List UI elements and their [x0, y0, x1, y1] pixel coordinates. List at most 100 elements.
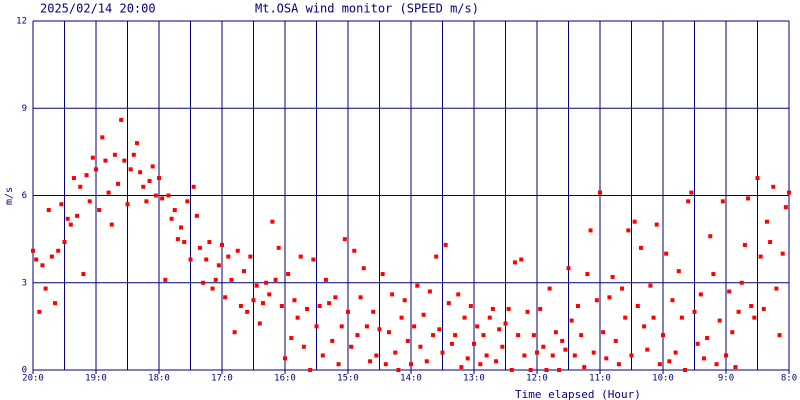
data-point — [739, 280, 744, 285]
data-point — [787, 190, 791, 195]
data-point — [607, 295, 612, 300]
data-point — [629, 353, 634, 358]
data-point — [220, 242, 224, 247]
data-point — [204, 257, 209, 262]
data-point — [667, 359, 672, 364]
chart-title: Mt.OSA wind monitor (SPEED m/s) — [255, 2, 479, 16]
data-point — [500, 344, 505, 349]
data-point — [226, 254, 231, 259]
data-point — [84, 173, 89, 178]
data-point — [62, 240, 67, 245]
x-axis-label: Time elapsed (Hour) — [515, 388, 641, 400]
data-point — [440, 350, 445, 355]
data-point — [638, 245, 643, 250]
data-point — [56, 248, 61, 253]
data-point — [87, 199, 92, 204]
data-point — [758, 254, 763, 259]
data-point — [229, 277, 234, 282]
data-point — [736, 309, 741, 314]
data-point — [563, 347, 568, 352]
data-point — [260, 301, 265, 306]
data-point — [661, 333, 665, 338]
data-point — [651, 315, 656, 320]
y-axis-label: m/s — [4, 187, 15, 205]
data-point — [579, 333, 584, 338]
data-point — [689, 190, 694, 195]
data-point — [172, 208, 177, 213]
data-point — [342, 237, 347, 242]
data-point — [235, 248, 240, 253]
data-point — [412, 324, 417, 329]
data-point — [377, 327, 382, 332]
data-point — [632, 219, 637, 224]
x-tick-label: 17:0 — [211, 374, 233, 384]
x-tick-label: 11:0 — [589, 374, 611, 384]
data-point — [594, 298, 599, 303]
data-point — [761, 306, 766, 311]
data-point — [642, 324, 647, 329]
data-point — [705, 336, 710, 341]
data-point — [733, 365, 738, 370]
data-point — [175, 237, 180, 242]
data-point — [106, 190, 111, 195]
data-point — [349, 344, 354, 349]
data-point — [112, 152, 117, 157]
data-point — [711, 272, 716, 277]
data-point — [144, 199, 149, 204]
data-point — [575, 304, 580, 309]
data-point — [783, 205, 788, 210]
data-point — [620, 286, 625, 291]
data-point — [314, 324, 319, 329]
data-point — [683, 368, 688, 372]
data-point — [654, 222, 659, 227]
data-point — [421, 312, 426, 317]
data-point — [361, 266, 366, 271]
data-point — [213, 277, 218, 282]
data-point — [437, 327, 442, 332]
data-point — [182, 240, 187, 245]
data-point — [544, 368, 549, 372]
data-point — [71, 176, 76, 181]
data-point — [131, 152, 136, 157]
data-point — [645, 347, 650, 352]
data-point — [46, 208, 51, 213]
data-point — [679, 315, 684, 320]
data-point — [257, 321, 262, 326]
data-point — [295, 315, 300, 320]
data-point — [591, 350, 596, 355]
data-point — [153, 193, 158, 198]
data-point — [405, 338, 410, 343]
data-point — [541, 344, 546, 349]
data-point — [509, 368, 514, 372]
data-point — [330, 338, 335, 343]
data-point — [538, 306, 543, 311]
data-point — [535, 350, 539, 355]
data-point — [194, 213, 199, 218]
data-point — [506, 306, 511, 311]
data-point — [478, 362, 483, 367]
x-tick-label: 12:0 — [526, 374, 548, 384]
data-point — [746, 196, 751, 201]
data-point — [242, 269, 247, 274]
data-point — [572, 353, 577, 358]
data-point — [635, 304, 640, 309]
x-tick-label: 19:0 — [85, 374, 107, 384]
data-point — [490, 306, 495, 311]
data-point — [270, 219, 275, 224]
chart-subtitle: 2025/02/14 20:00 — [40, 2, 156, 16]
data-point — [65, 216, 70, 221]
data-point — [169, 216, 174, 221]
data-point — [516, 333, 521, 338]
data-point — [418, 344, 423, 349]
data-point — [358, 295, 363, 300]
y-tick-label: 9 — [22, 104, 27, 114]
data-point — [254, 283, 259, 288]
data-point — [368, 359, 373, 364]
data-point — [692, 309, 697, 314]
data-point — [191, 184, 196, 189]
x-tick-label: 14:0 — [400, 374, 422, 384]
data-point — [730, 330, 735, 335]
data-point — [185, 199, 190, 204]
data-point — [147, 178, 152, 183]
data-point — [43, 286, 48, 291]
